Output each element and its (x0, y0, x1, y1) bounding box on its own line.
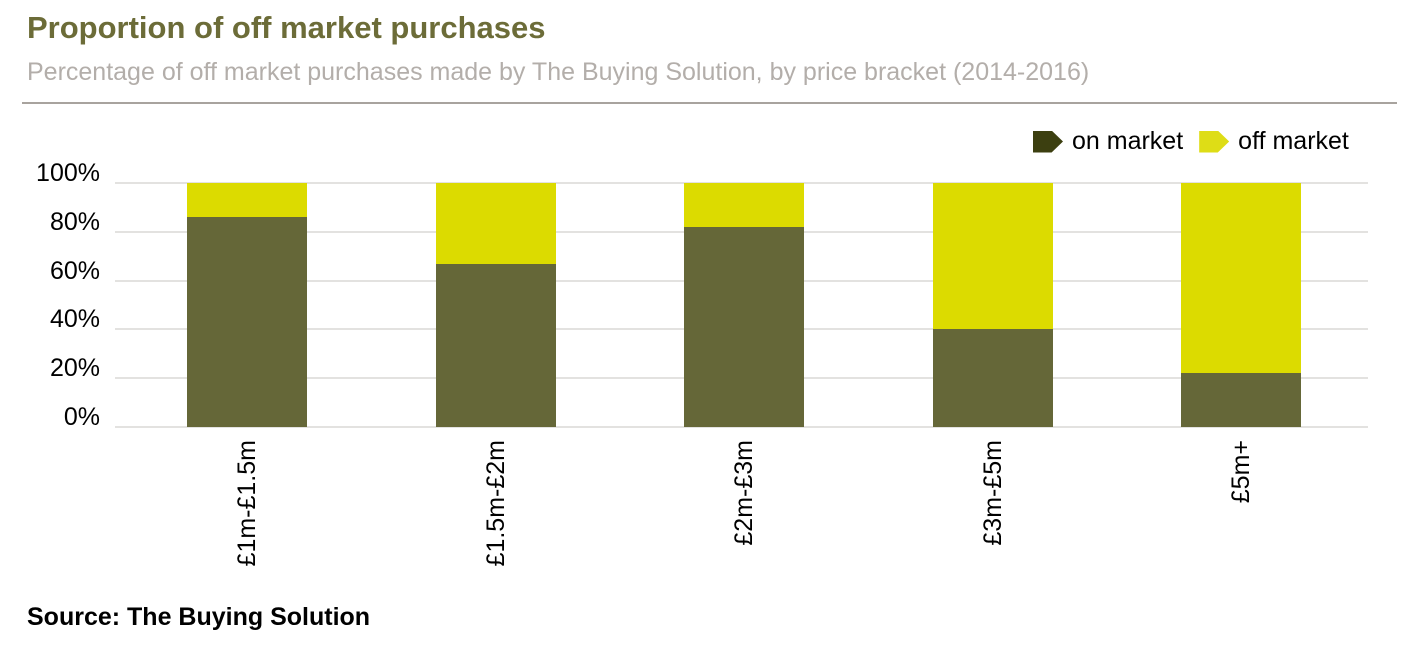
bar-5-off-market-segment (1181, 183, 1301, 374)
legend-item-off-market: off market (1199, 127, 1349, 156)
bar-5 (1181, 183, 1301, 427)
bar-4 (933, 183, 1053, 427)
x-axis-label-3: £2m-£3m (730, 440, 758, 546)
bar-4-off-market-segment (933, 183, 1053, 330)
gridline-6 (115, 426, 1368, 428)
bar-1-on-market-segment (187, 217, 307, 427)
x-axis-label-2: £1.5m-£2m (482, 440, 510, 567)
bar-3-off-market-segment (684, 183, 804, 227)
bar-2-off-market-segment (436, 183, 556, 264)
bar-1 (187, 183, 307, 427)
bar-5-on-market-segment (1181, 373, 1301, 427)
page-title: Proportion of off market purchases (27, 10, 546, 45)
x-axis-label-4: £3m-£5m (979, 440, 1007, 546)
x-axis-label-5: £5m+ (1227, 440, 1255, 504)
bar-3 (684, 183, 804, 427)
y-axis-label-3: 60% (49, 256, 100, 285)
legend-item-on-market: on market (1033, 127, 1183, 156)
on-market-swatch (1033, 130, 1063, 153)
y-axis-label-5: 20% (49, 354, 100, 383)
off-market-swatch (1199, 130, 1230, 153)
legend-label-off-market: off market (1238, 127, 1349, 155)
y-axis-label-1: 100% (36, 159, 100, 187)
chart-legend: on market off market (1033, 127, 1349, 156)
chart-subtitle: Percentage of off market purchases made … (27, 58, 1090, 86)
bar-2 (436, 183, 556, 427)
divider-line (22, 102, 1397, 104)
y-axis-label-4: 40% (49, 305, 100, 334)
x-axis-label-1: £1m-£1.5m (233, 440, 261, 567)
bar-4-on-market-segment (933, 329, 1053, 427)
bar-1-off-market-segment (187, 183, 307, 218)
bar-2-on-market-segment (436, 263, 556, 427)
source-note: Source: The Buying Solution (27, 603, 371, 631)
legend-label-on-market: on market (1072, 127, 1184, 155)
bar-3-on-market-segment (684, 226, 804, 427)
plot-area: 100% 80% 60% 40% 20% 0% £1m-£1.5m £1.5m-£2m £2m-… (36, 159, 1368, 566)
y-axis-label-6: 0% (63, 403, 100, 431)
y-axis-label-2: 80% (49, 207, 100, 236)
